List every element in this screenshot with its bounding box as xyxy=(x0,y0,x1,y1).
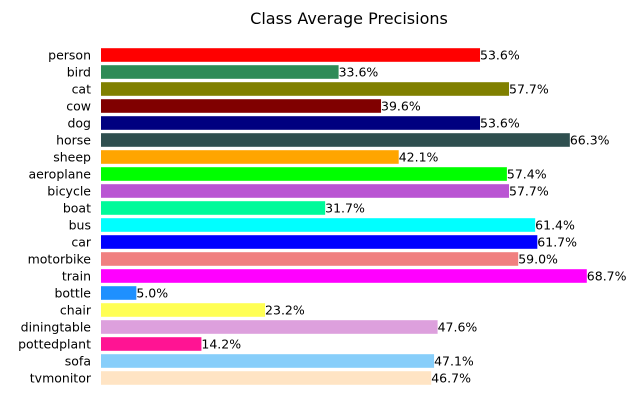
category-label-diningtable: diningtable xyxy=(21,320,92,335)
bar-sofa xyxy=(101,354,435,368)
bar-chair xyxy=(101,303,266,317)
bar-bus xyxy=(101,218,536,232)
bar-cow xyxy=(101,99,382,113)
category-label-sofa: sofa xyxy=(65,354,91,369)
data-label-aeroplane: 57.4% xyxy=(507,167,547,182)
bar-car xyxy=(101,235,538,249)
category-label-train: train xyxy=(62,269,91,284)
category-label-horse: horse xyxy=(56,133,91,148)
category-label-cat: cat xyxy=(72,82,92,97)
bar-person xyxy=(101,48,481,62)
data-label-boat: 31.7% xyxy=(325,201,365,216)
bar-dog xyxy=(101,116,481,130)
data-label-bus: 61.4% xyxy=(535,218,575,233)
bar-diningtable xyxy=(101,320,438,334)
data-label-motorbike: 59.0% xyxy=(518,252,558,267)
chart-title: Class Average Precisions xyxy=(250,9,448,28)
bar-pottedplant xyxy=(101,337,202,351)
bar-bottle xyxy=(101,286,137,300)
data-label-dog: 53.6% xyxy=(480,116,520,131)
bar-horse xyxy=(101,133,570,147)
data-label-pottedplant: 14.2% xyxy=(201,337,241,352)
bar-train xyxy=(101,269,587,283)
bar-cat xyxy=(101,82,510,96)
data-label-train: 68.7% xyxy=(587,269,627,284)
data-label-sheep: 42.1% xyxy=(399,150,439,165)
data-label-bicycle: 57.7% xyxy=(509,184,549,199)
bars xyxy=(101,48,587,385)
category-label-bird: bird xyxy=(67,65,91,80)
data-label-bird: 33.6% xyxy=(339,65,379,80)
category-label-bottle: bottle xyxy=(54,286,91,301)
data-label-cat: 57.7% xyxy=(509,82,549,97)
bar-boat xyxy=(101,201,326,215)
data-label-cow: 39.6% xyxy=(381,99,421,114)
data-label-tvmonitor: 46.7% xyxy=(431,371,471,386)
data-label-chair: 23.2% xyxy=(265,303,305,318)
category-label-aeroplane: aeroplane xyxy=(28,167,91,182)
data-label-bottle: 5.0% xyxy=(136,286,168,301)
category-label-dog: dog xyxy=(67,116,91,131)
category-label-cow: cow xyxy=(66,99,91,114)
bar-bicycle xyxy=(101,184,510,198)
category-label-chair: chair xyxy=(60,303,92,318)
category-label-boat: boat xyxy=(63,201,91,216)
category-label-bicycle: bicycle xyxy=(47,184,91,199)
bar-tvmonitor xyxy=(101,371,432,385)
category-label-motorbike: motorbike xyxy=(28,252,92,267)
category-label-bus: bus xyxy=(69,218,91,233)
data-label-car: 61.7% xyxy=(537,235,577,250)
bar-motorbike xyxy=(101,252,519,266)
data-label-person: 53.6% xyxy=(480,48,520,63)
data-label-horse: 66.3% xyxy=(570,133,610,148)
bar-aeroplane xyxy=(101,167,507,181)
bar-bird xyxy=(101,65,339,79)
category-label-car: car xyxy=(71,235,92,250)
data-label-sofa: 47.1% xyxy=(434,354,474,369)
category-labels: person bird cat cow dog horse sheep aeroplane bi… xyxy=(18,48,92,386)
data-labels: 53.6% 33.6% 57.7% 39.6% 53.6% 66.3% 42.1% 57.4%… xyxy=(136,48,626,386)
category-label-sheep: sheep xyxy=(53,150,91,165)
category-label-person: person xyxy=(48,48,91,63)
category-label-tvmonitor: tvmonitor xyxy=(30,371,92,386)
category-label-pottedplant: pottedplant xyxy=(18,337,91,352)
bar-sheep xyxy=(101,150,399,164)
data-label-diningtable: 47.6% xyxy=(438,320,478,335)
